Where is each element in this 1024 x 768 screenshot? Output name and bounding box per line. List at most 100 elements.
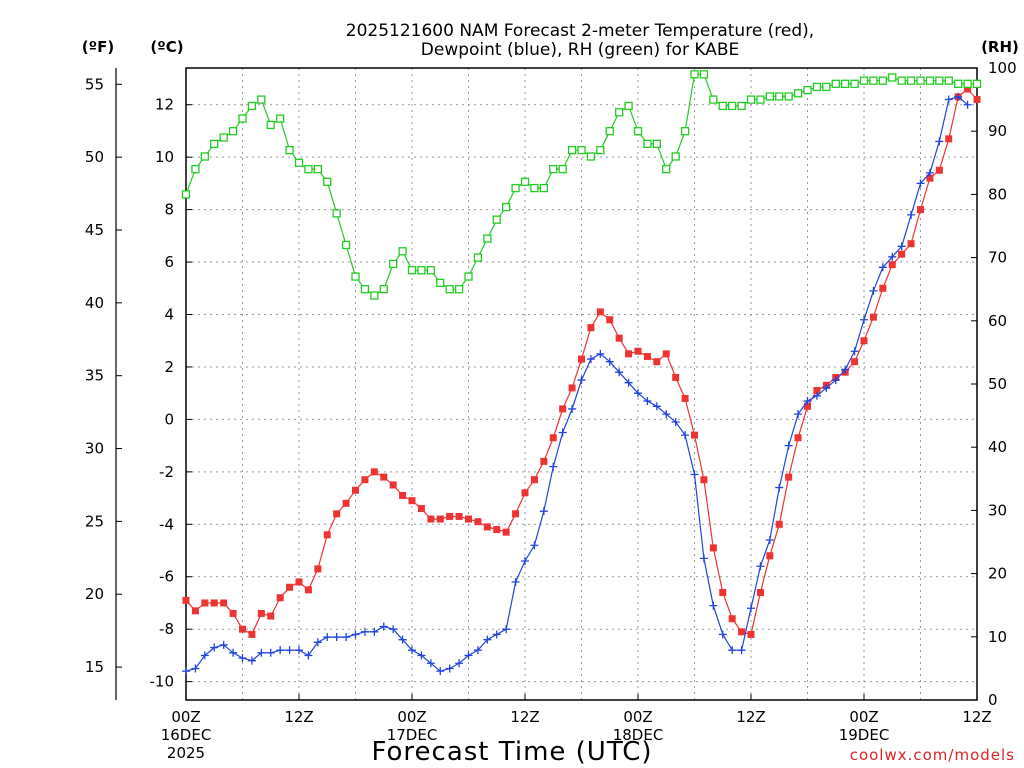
- 2-meter-temperature-point: [926, 174, 934, 182]
- dewpoint-point: [624, 378, 633, 387]
- rh-point: [332, 209, 341, 218]
- rh-point: [633, 127, 643, 136]
- 2-meter-temperature-point: [182, 596, 190, 604]
- dewpoint-point: [370, 627, 379, 636]
- dewpoint-point: [313, 638, 322, 647]
- dewpoint-point: [257, 648, 266, 657]
- rh-tick-label: 90: [988, 122, 1007, 140]
- fahrenheit-tick-label: 20: [85, 585, 104, 603]
- rh-point: [775, 92, 784, 101]
- rh-point: [916, 76, 925, 85]
- rh-tick-label: 10: [988, 628, 1007, 646]
- dewpoint-point: [219, 640, 228, 649]
- dewpoint-line: [185, 96, 968, 672]
- rh-point: [257, 95, 266, 104]
- x-tick-label: 12Z: [736, 708, 765, 726]
- credit-text: coolwx.com/models: [850, 746, 1015, 764]
- rh-point: [671, 152, 680, 161]
- 2-meter-temperature-point: [521, 489, 529, 497]
- 2-meter-temperature-point: [907, 240, 915, 248]
- x-tick-label: 12Z: [962, 708, 991, 726]
- x-tick-label: 17DEC: [387, 726, 438, 744]
- 2-meter-temperature-point: [860, 337, 868, 345]
- dewpoint-point: [869, 286, 878, 295]
- rh-point: [765, 92, 774, 101]
- 2-meter-temperature-point: [719, 588, 727, 596]
- 2-meter-temperature-point: [747, 630, 755, 638]
- rh-point: [228, 127, 238, 136]
- rh-point: [266, 120, 275, 130]
- x-tick-label: 18DEC: [613, 726, 664, 744]
- 2-meter-temperature-point: [483, 523, 491, 531]
- fahrenheit-tick-label: 15: [85, 658, 104, 676]
- 2-meter-temperature-point: [709, 544, 717, 552]
- rh-point: [784, 92, 793, 101]
- rh-point: [539, 183, 548, 193]
- 2-meter-temperature-point: [276, 594, 284, 602]
- x-tick-label: 19DEC: [839, 726, 890, 744]
- rh-point: [972, 79, 982, 88]
- chart-title-line2: Dewpoint (blue), RH (green) for KABE: [421, 40, 739, 60]
- dewpoint-point: [643, 397, 652, 406]
- fahrenheit-tick-label: 55: [85, 75, 104, 93]
- rh-point: [746, 95, 756, 104]
- rh-point: [492, 215, 501, 224]
- x-tick-label: 12Z: [510, 708, 539, 726]
- rh-point: [728, 101, 737, 111]
- fahrenheit-tick-label: 35: [85, 367, 104, 385]
- dewpoint-point: [332, 633, 341, 642]
- 2-meter-temperature-point: [625, 350, 633, 358]
- rh-point: [219, 133, 228, 142]
- 2-meter-temperature-point: [935, 166, 943, 174]
- fahrenheit-tick-label: 25: [85, 512, 104, 530]
- 2-meter-temperature-point: [502, 528, 510, 536]
- fahrenheit-tick-label: 45: [85, 221, 104, 239]
- 2-meter-temperature-point: [427, 515, 435, 523]
- 2-meter-temperature-point: [530, 476, 538, 484]
- dewpoint-point: [586, 355, 595, 364]
- rh-point: [709, 95, 718, 104]
- dewpoint-point: [558, 428, 567, 437]
- rh-point: [841, 79, 850, 88]
- dewpoint-point: [718, 630, 727, 639]
- dewpoint-point: [549, 462, 558, 471]
- rh-point: [511, 183, 520, 193]
- rh-point: [407, 266, 417, 275]
- dewpoint-point: [888, 252, 897, 261]
- 2-meter-temperature-point: [568, 384, 576, 392]
- dewpoint-point: [568, 404, 577, 413]
- rh-point: [313, 164, 322, 174]
- rh-point: [445, 285, 454, 294]
- dewpoint-point: [182, 667, 190, 676]
- rh-point: [285, 146, 294, 155]
- 2-meter-temperature-point: [728, 615, 736, 623]
- rh-point: [812, 82, 822, 92]
- 2-meter-temperature-point: [785, 473, 793, 481]
- rh-point: [954, 79, 963, 88]
- rh-tick-label: 20: [988, 565, 1007, 583]
- dewpoint-point: [775, 483, 784, 492]
- fahrenheit-unit-label: (ºF): [82, 38, 114, 56]
- 2-meter-temperature-point: [474, 518, 482, 526]
- fahrenheit-tick-label: 50: [85, 148, 104, 166]
- 2-meter-temperature-point: [493, 526, 501, 534]
- dewpoint-point: [935, 137, 944, 146]
- rh-point: [341, 240, 351, 250]
- dewpoint-point: [200, 651, 209, 660]
- celsius-unit-label: (ºC): [150, 38, 183, 56]
- 2-meter-temperature-point: [436, 515, 444, 523]
- rh-point: [935, 76, 944, 85]
- 2-meter-temperature-point: [662, 350, 670, 358]
- celsius-tick-label: 2: [164, 358, 174, 376]
- rh-point: [294, 158, 304, 167]
- 2-meter-temperature-point: [210, 599, 218, 607]
- dewpoint-point: [596, 349, 605, 358]
- rh-tick-label: 100: [988, 59, 1017, 77]
- 2-meter-temperature-point: [756, 588, 764, 596]
- 2-meter-temperature-point: [634, 347, 642, 355]
- dewpoint-point: [304, 651, 313, 660]
- rh-point: [586, 152, 596, 161]
- rh-point: [615, 108, 624, 117]
- 2-meter-temperature-point: [559, 405, 567, 413]
- 2-meter-temperature-point: [851, 358, 859, 366]
